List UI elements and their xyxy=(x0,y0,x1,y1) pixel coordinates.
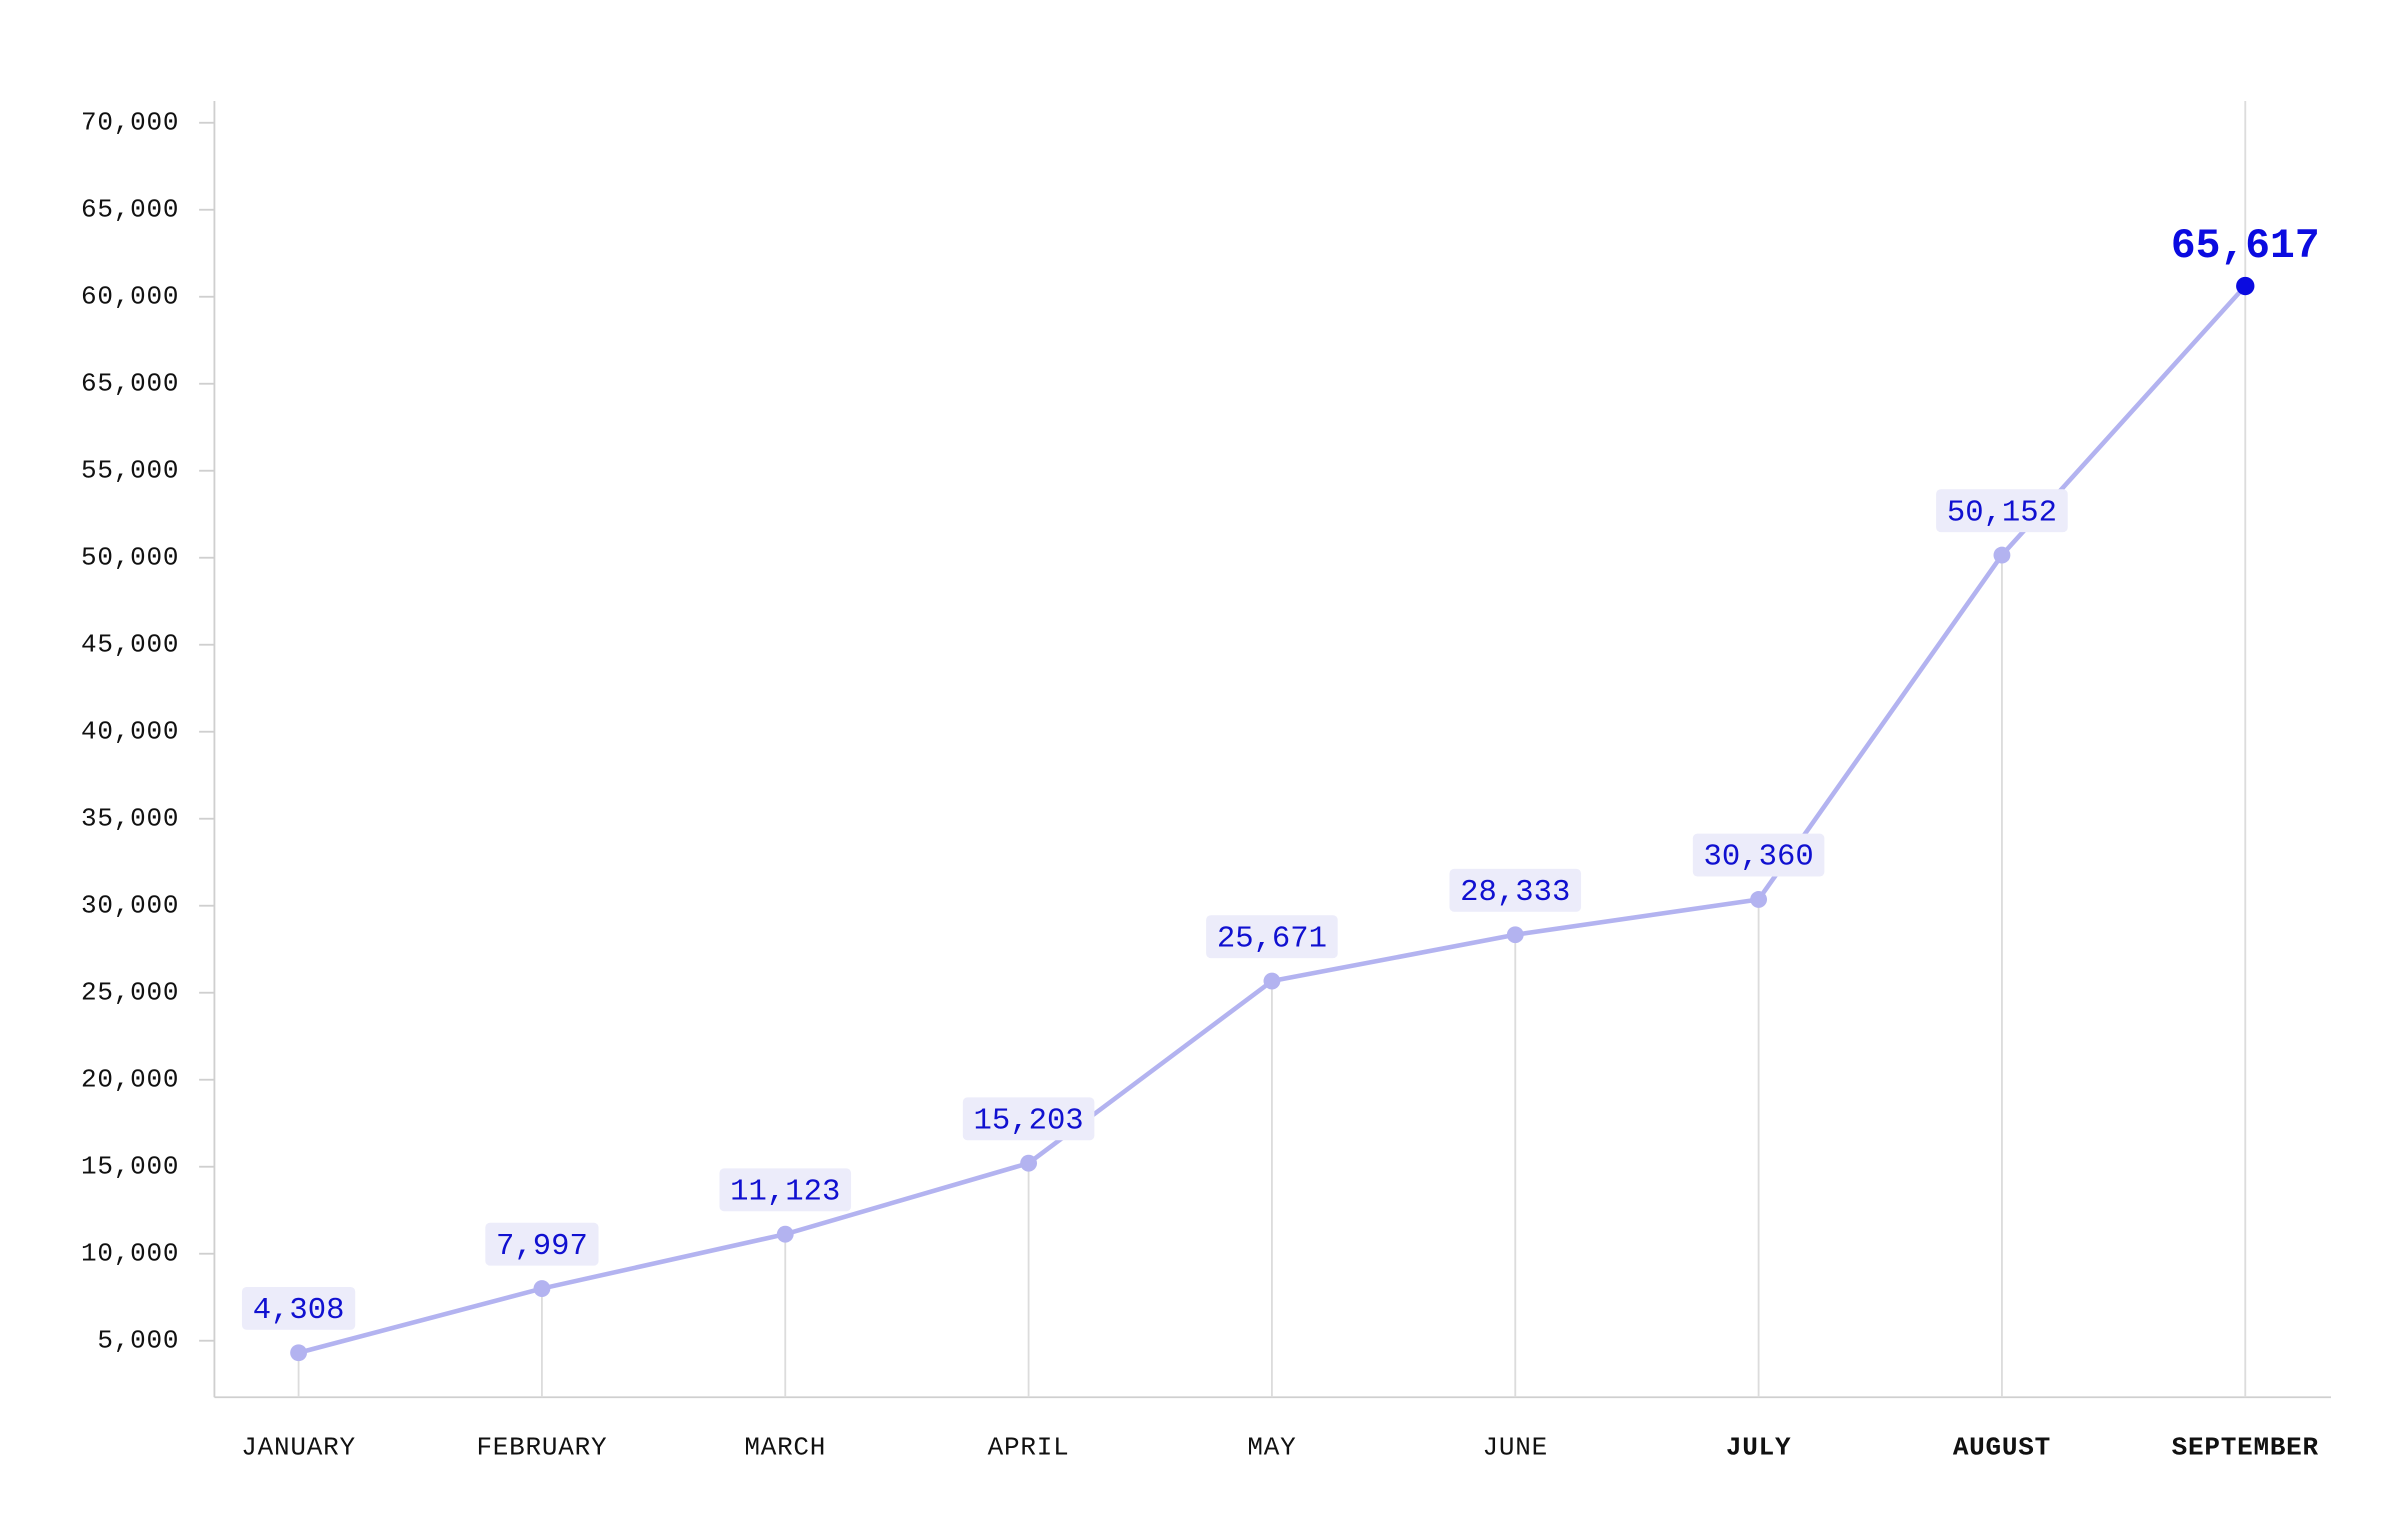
x-tick-label: MARCH xyxy=(744,1433,826,1463)
y-tick-label: 5,000 xyxy=(97,1326,179,1356)
data-point xyxy=(2236,276,2255,296)
data-point xyxy=(1750,891,1768,908)
y-tick-label: 55,000 xyxy=(81,456,179,486)
x-tick-label: APRIL xyxy=(988,1433,1070,1463)
data-point xyxy=(1506,926,1524,944)
data-label-group: 30,360 xyxy=(1692,833,1825,877)
data-label: 50,152 xyxy=(1947,496,2057,530)
data-label: 15,203 xyxy=(974,1104,1084,1138)
data-label-group: 11,123 xyxy=(719,1168,852,1212)
data-label-bg xyxy=(1449,868,1582,912)
data-label-bg xyxy=(1936,489,2068,533)
y-tick-label: 15,000 xyxy=(81,1152,179,1182)
data-label: 7,997 xyxy=(496,1230,588,1264)
data-label-bg xyxy=(1206,915,1338,959)
data-label: 30,360 xyxy=(1704,841,1814,875)
data-label: 11,123 xyxy=(730,1175,840,1209)
x-tick-label: JUNE xyxy=(1483,1433,1548,1463)
data-point xyxy=(290,1344,308,1362)
data-label-bg xyxy=(719,1168,852,1212)
y-tick-label: 65,000 xyxy=(81,369,179,399)
y-tick-label: 60,000 xyxy=(81,282,179,312)
x-tick-label: FEBRUARY xyxy=(476,1433,607,1463)
data-label: 65,617 xyxy=(2171,224,2320,270)
data-label-bg xyxy=(962,1097,1095,1141)
data-point xyxy=(533,1280,551,1297)
x-tick-label: MAY xyxy=(1247,1433,1296,1463)
y-tick-label: 70,000 xyxy=(81,108,179,138)
y-tick-label: 50,000 xyxy=(81,543,179,573)
data-point xyxy=(1263,972,1281,990)
data-label-group: 50,152 xyxy=(1936,489,2068,533)
data-label-group: 28,333 xyxy=(1449,868,1582,912)
y-tick-label: 25,000 xyxy=(81,978,179,1008)
x-tick-label: SEPTEMBER xyxy=(2172,1433,2319,1463)
data-label-group: 4,308 xyxy=(241,1286,356,1330)
x-tick-label: JULY xyxy=(1726,1433,1791,1463)
data-label: 28,333 xyxy=(1460,876,1570,910)
y-tick-label: 40,000 xyxy=(81,717,179,747)
data-label: 4,308 xyxy=(253,1294,345,1328)
data-label: 25,671 xyxy=(1217,922,1327,956)
x-tick-label: AUGUST xyxy=(1953,1433,2051,1463)
data-label-group: 25,671 xyxy=(1206,915,1338,959)
x-tick-label: JANUARY xyxy=(241,1433,356,1463)
y-tick-label: 20,000 xyxy=(81,1065,179,1095)
data-label-bg xyxy=(241,1286,356,1330)
y-tick-label: 35,000 xyxy=(81,804,179,834)
data-point xyxy=(776,1225,794,1243)
data-label-group: 7,997 xyxy=(485,1222,599,1266)
y-tick-label: 10,000 xyxy=(81,1239,179,1269)
data-point xyxy=(1993,546,2011,564)
y-tick-label: 45,000 xyxy=(81,630,179,660)
y-tick-label: 65,000 xyxy=(81,195,179,225)
data-label-bg xyxy=(485,1222,599,1266)
y-tick-label: 30,000 xyxy=(81,891,179,921)
data-label-group: 15,203 xyxy=(962,1097,1095,1141)
data-label-bg xyxy=(1692,833,1825,877)
data-point xyxy=(1020,1154,1038,1172)
